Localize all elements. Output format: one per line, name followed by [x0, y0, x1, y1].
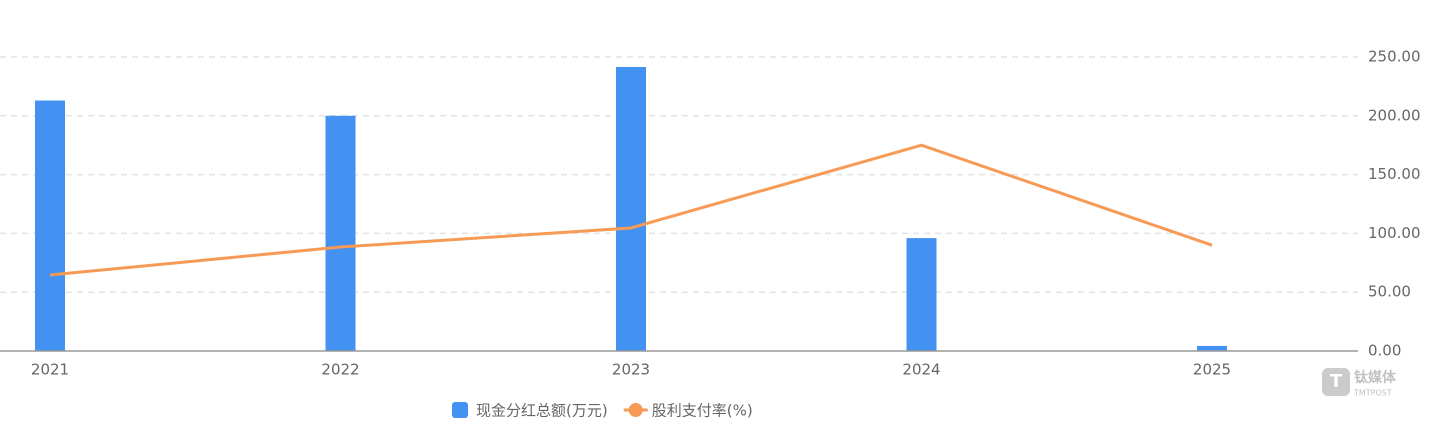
y-tick-label: 100.00: [1368, 224, 1421, 242]
x-tick-label: 2023: [612, 361, 650, 379]
y-tick-label: 50.00: [1368, 283, 1411, 301]
watermark-name: 钛媒体: [1354, 369, 1397, 386]
x-tick-label: 2025: [1193, 361, 1231, 379]
x-tick-label: 2024: [902, 361, 940, 379]
watermark: T 钛媒体 TMTPOST: [1322, 368, 1397, 398]
y-tick-label: 200.00: [1368, 106, 1421, 124]
watermark-sub: TMTPOST: [1353, 389, 1392, 398]
legend-swatch: [452, 402, 468, 418]
bar: [35, 100, 65, 352]
x-tick-label: 2022: [321, 361, 359, 379]
legend-swatch: [628, 403, 643, 417]
line: [49, 143, 1213, 277]
y-tick-label: 150.00: [1368, 165, 1421, 183]
bar: [325, 115, 356, 351]
watermark-icon: [1322, 368, 1350, 396]
bar: [616, 66, 646, 351]
y-tick-label: 250.00: [1368, 48, 1421, 66]
x-tick-label: 2021: [31, 361, 69, 379]
watermark-icon-glyph: T: [1330, 371, 1343, 392]
legend-label: 股利支付率(%): [652, 402, 753, 420]
legend: 现金分红总额(万元) 股利支付率(%): [452, 402, 753, 420]
bar: [906, 238, 937, 351]
legend-label: 现金分红总额(万元): [476, 402, 608, 420]
bar: [1197, 345, 1227, 351]
y-tick-label: 0.00: [1368, 342, 1401, 360]
